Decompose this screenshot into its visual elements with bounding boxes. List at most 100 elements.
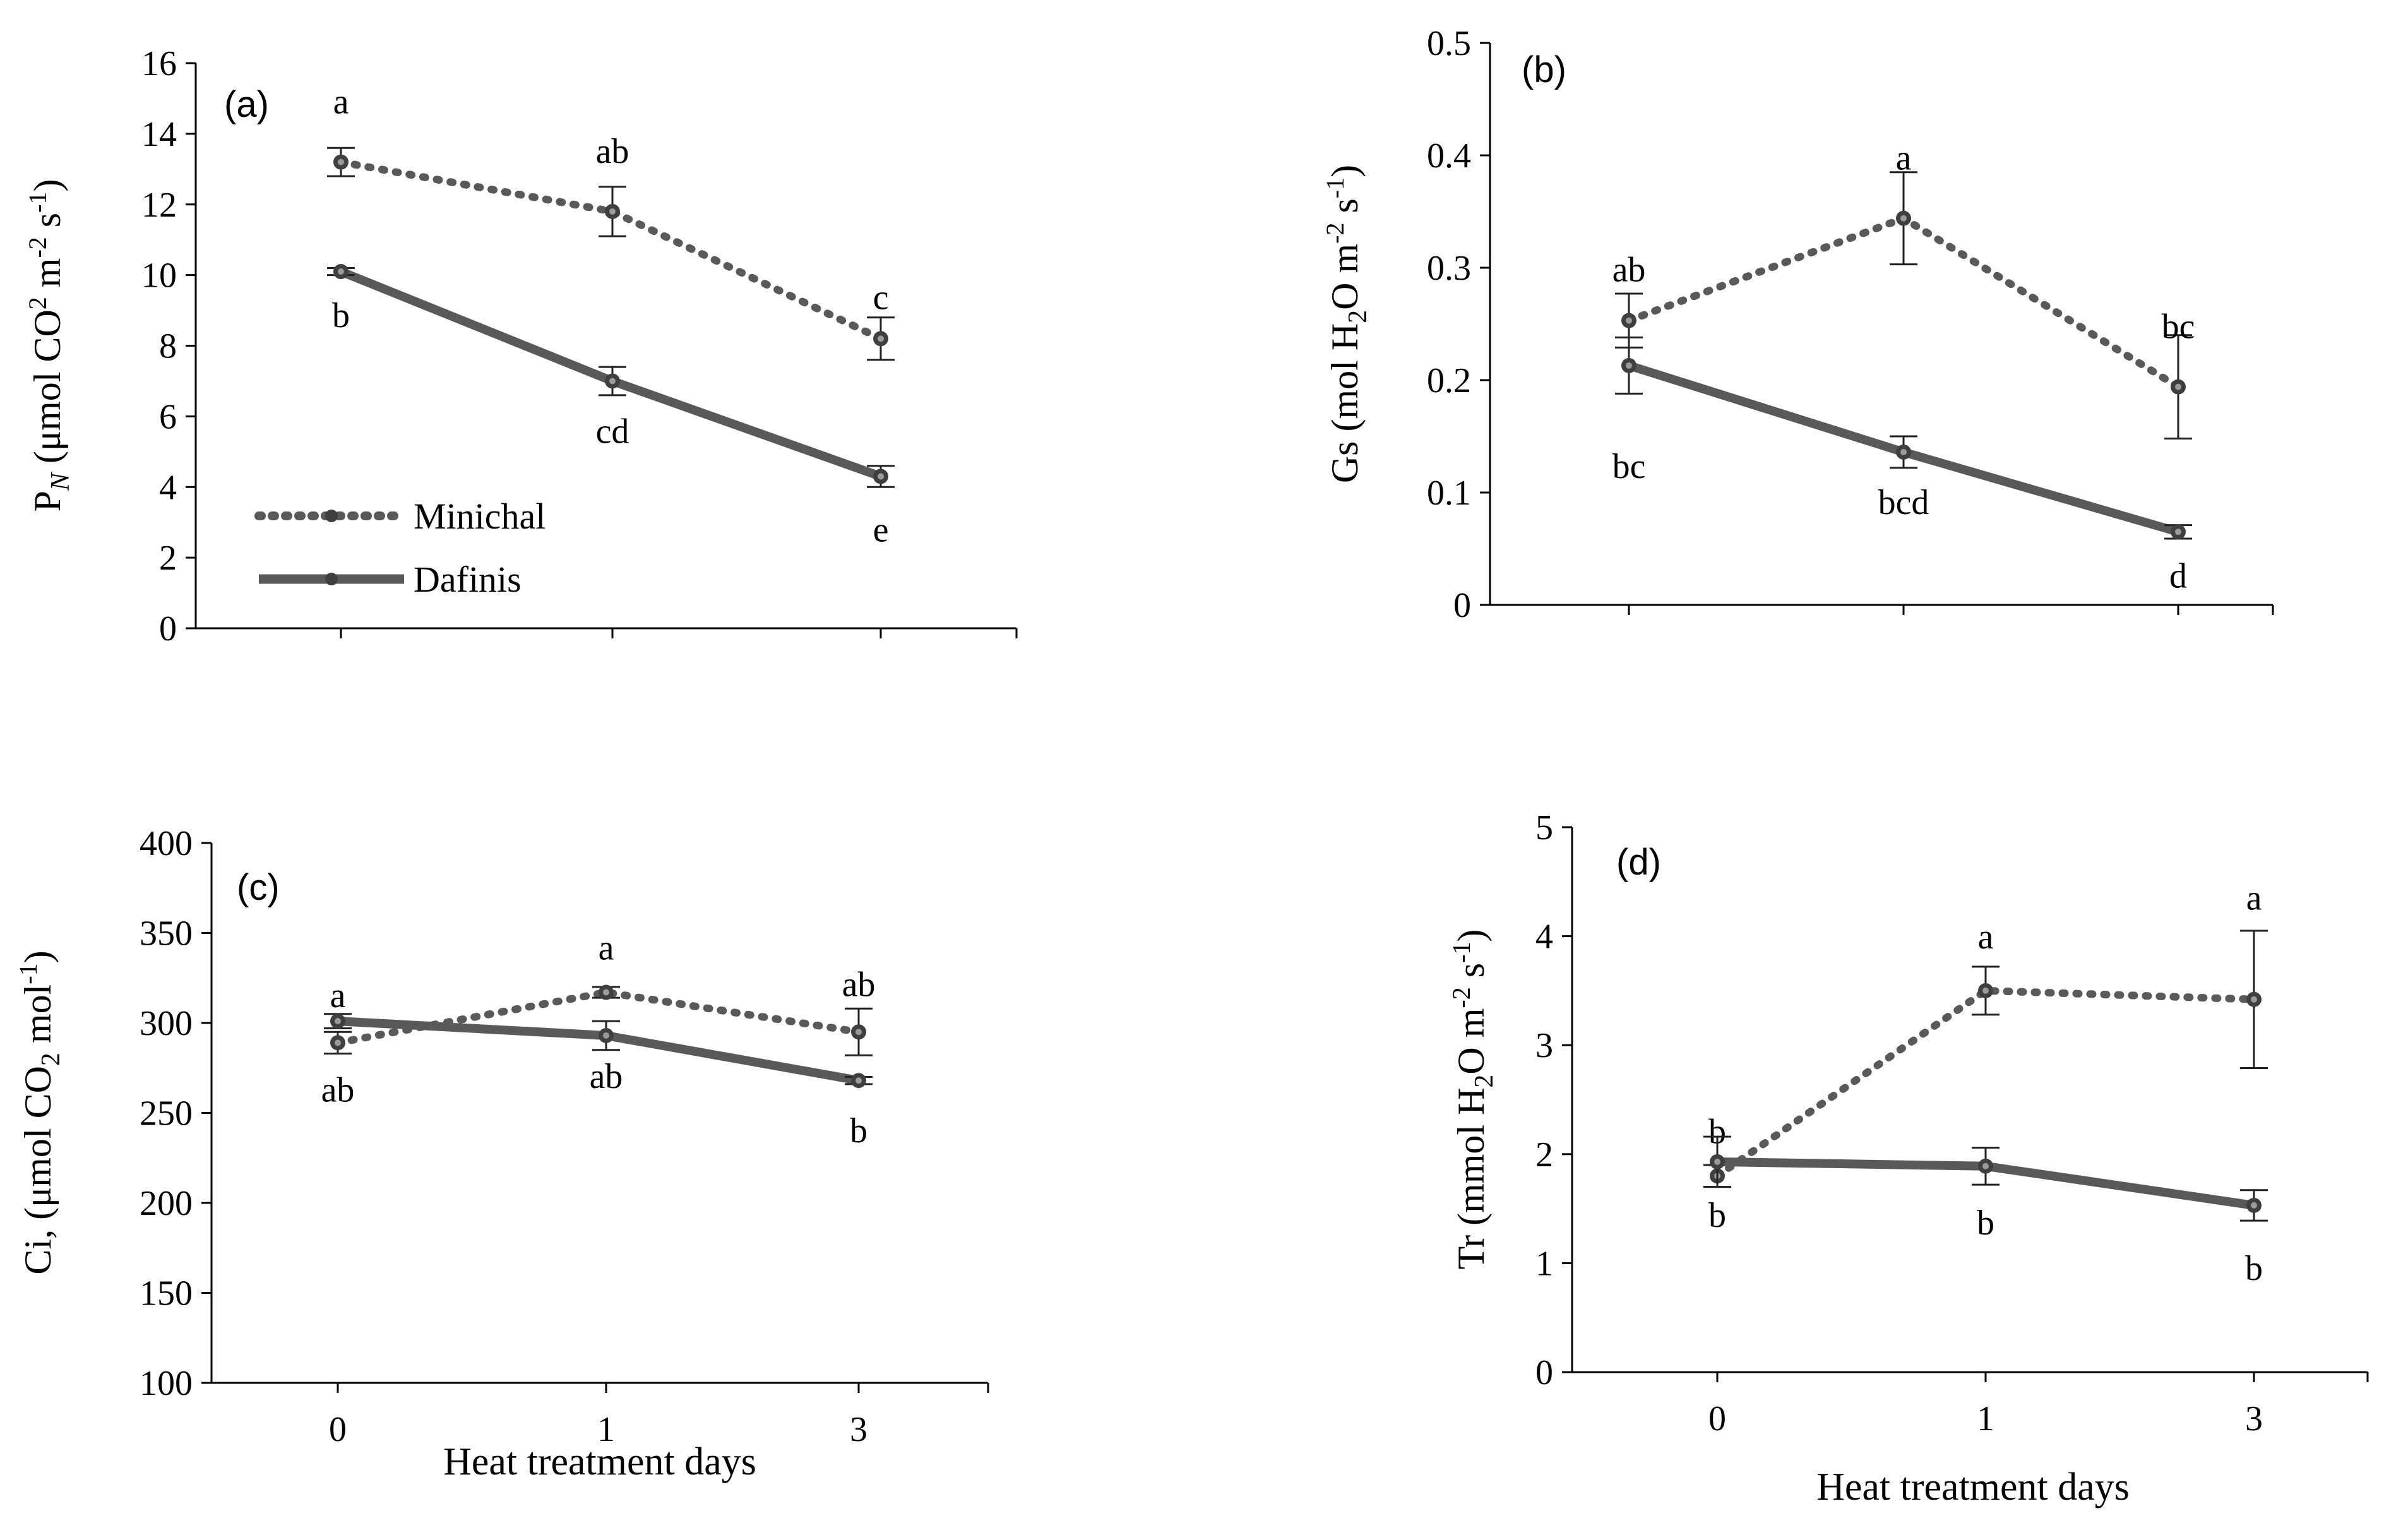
significance-letter: bc	[2162, 308, 2195, 347]
panel-label: (c)	[237, 867, 280, 908]
data-point-center	[878, 473, 884, 480]
legend: Minichal Dafinis	[254, 496, 545, 600]
y-tick-label: 6	[159, 397, 177, 436]
y-tick-label: 1	[1535, 1244, 1553, 1283]
series-line-minichal	[1714, 986, 2258, 1180]
significance-letter: a	[2246, 879, 2262, 918]
data-point-center	[338, 158, 344, 165]
x-tick-label: 1	[597, 1410, 615, 1449]
significance-letter: d	[2169, 556, 2187, 595]
data-point-center	[1626, 362, 1632, 369]
data-point-center	[1714, 1158, 1720, 1165]
data-point-center	[1900, 215, 1907, 222]
significance-letter: bc	[1612, 447, 1646, 486]
y-axis-label: Tr (mmol H2O m-2 s-1)	[1447, 929, 1499, 1270]
data-point-center	[335, 1018, 341, 1025]
x-axis-label-left: Heat treatment days	[443, 1440, 756, 1483]
y-tick-label: 0.4	[1427, 136, 1471, 176]
y-tick-label: 4	[159, 468, 177, 507]
data-point-center	[1900, 448, 1907, 455]
significance-letter: c	[873, 278, 889, 317]
data-point-center	[2175, 383, 2181, 390]
data-point-center	[609, 378, 616, 385]
data-point-center	[1626, 317, 1632, 324]
significance-letter: ab	[321, 1070, 355, 1109]
significance-letter: b	[850, 1111, 867, 1150]
legend-label-minichal: Minichal	[414, 496, 545, 537]
x-tick-label: 0	[1708, 1399, 1726, 1438]
y-tick-label: 2	[1535, 1135, 1553, 1174]
data-point-center	[603, 1032, 609, 1039]
data-point-center	[2251, 996, 2257, 1003]
legend-marker-dafinis	[325, 573, 338, 585]
y-axis-label: PN (μmol CO2 m-2 s-1)	[23, 179, 75, 512]
panel-c: 100 150 200 250 300 350 400 0 1 3 ab a ab a ab b (c) Ci, …	[14, 824, 989, 1449]
panel-label: (b)	[1522, 49, 1566, 90]
data-point-center	[338, 268, 344, 275]
significance-letter: bcd	[1878, 483, 1929, 522]
x-tick-label: 3	[2245, 1399, 2263, 1438]
y-tick-label: 0.1	[1427, 474, 1471, 513]
y-tick-label: 0.2	[1427, 361, 1471, 400]
y-tick-label: 100	[140, 1364, 193, 1403]
legend-marker-minichal	[325, 510, 338, 522]
y-tick-label: 14	[141, 115, 177, 154]
y-tick-label: 0	[1535, 1353, 1553, 1392]
data-point-center	[2175, 529, 2181, 535]
data-point-center	[855, 1029, 862, 1036]
panel-b: 0 0.1 0.2 0.3 0.4 0.5 ab a bc bc bcd d (b) Gs (mol H2…	[1321, 24, 2274, 625]
y-tick-label: 2	[159, 539, 177, 578]
y-tick-label: 10	[141, 256, 177, 296]
significance-letter: cd	[596, 412, 629, 451]
data-point-center	[855, 1077, 862, 1084]
data-point-center	[335, 1039, 341, 1046]
significance-letter: b	[332, 296, 350, 335]
panel-label: (d)	[1616, 842, 1661, 883]
y-tick-label: 350	[140, 914, 193, 953]
x-tick-label: 0	[329, 1410, 347, 1449]
data-point-center	[609, 208, 616, 215]
x-tick-label: 3	[850, 1410, 867, 1449]
y-tick-label: 150	[140, 1274, 193, 1313]
data-point-center	[603, 989, 609, 996]
y-tick-label: 0	[159, 609, 177, 648]
y-tick-label: 250	[140, 1094, 193, 1133]
y-tick-label: 0.3	[1427, 249, 1471, 288]
significance-letter: ab	[842, 965, 876, 1004]
panel-label: (a)	[224, 84, 269, 125]
data-point-center	[1982, 1162, 1989, 1169]
significance-letter: ab	[1612, 251, 1646, 290]
y-tick-label: 8	[159, 327, 177, 366]
significance-letter: b	[1977, 1204, 1994, 1243]
legend-label-dafinis: Dafinis	[414, 559, 522, 600]
series-line-minichal	[337, 158, 885, 343]
significance-letter: a	[599, 929, 614, 968]
significance-letter: a	[333, 83, 349, 122]
significance-letter: ab	[590, 1057, 623, 1096]
y-tick-label: 4	[1535, 917, 1553, 957]
panel-a: 0 2 4 6 8 10 12 14 16 a ab c b cd e (a) PN (μmol CO2 m-2…	[23, 44, 1018, 648]
significance-letter: a	[1896, 139, 1912, 178]
significance-letter: b	[2245, 1249, 2263, 1288]
significance-letter: b	[1708, 1196, 1726, 1235]
significance-letter: a	[1978, 917, 1994, 957]
y-tick-label: 12	[141, 186, 177, 225]
significance-letter: ab	[596, 132, 629, 171]
significance-letter: a	[330, 976, 346, 1015]
x-tick-label: 1	[1977, 1399, 1994, 1438]
y-tick-label: 200	[140, 1184, 193, 1223]
y-tick-label: 16	[141, 44, 177, 83]
significance-letter: e	[873, 510, 889, 549]
y-axis-label: Ci, (μmol CO2 mol-1)	[14, 950, 66, 1274]
y-tick-label: 400	[140, 824, 193, 863]
series-line-minichal	[334, 988, 862, 1047]
y-tick-label: 0.5	[1427, 24, 1471, 63]
y-tick-label: 300	[140, 1004, 193, 1043]
y-axis-label: Gs (mol H2O m-2 s-1)	[1321, 165, 1373, 483]
y-tick-label: 0	[1453, 586, 1471, 625]
y-tick-label: 3	[1535, 1026, 1553, 1065]
data-point-center	[878, 335, 884, 342]
data-point-center	[2251, 1202, 2257, 1209]
